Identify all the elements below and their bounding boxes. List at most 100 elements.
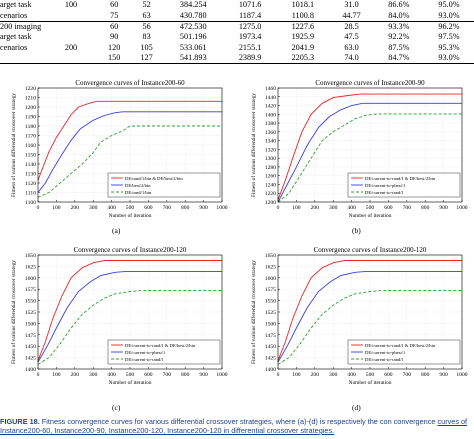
- series-line-1: [277, 270, 462, 363]
- table-cell: 1071.6: [238, 0, 262, 10]
- y-tick-label: 1110: [25, 191, 36, 197]
- y-axis-label: Fitness of various differential crossove…: [250, 260, 257, 364]
- y-tick-label: 1425: [265, 356, 276, 362]
- legend-label: DE/current-to-rand/1: [365, 190, 404, 195]
- y-tick-label: 1170: [25, 134, 36, 140]
- group-label-line: arget task: [0, 32, 32, 42]
- y-tick-label: 1450: [265, 344, 276, 350]
- legend-label: DE/current-to-rand/1 & DE/best/2/bin: [365, 176, 436, 181]
- plot-frame: [37, 87, 223, 203]
- x-tick-label: 100: [52, 205, 61, 211]
- y-tick-label: 1380: [265, 121, 276, 127]
- table-row: cenarios 75 63 430.780 1187.4 1100.8 44.…: [0, 10, 474, 22]
- figure-caption: FIGURE 18. Fitness convergence curves fo…: [0, 417, 474, 435]
- table-cell: 93.3%: [388, 21, 410, 31]
- chart-svg: 0 100 200 300 400 500 600 700 800 900 1000 1400 1425…: [10, 246, 228, 386]
- y-axis-label: Fitness of various differential crossove…: [10, 260, 17, 364]
- chart-svg: 0 100 200 300 400 500 600 700 800 900 1000 1100 1110…: [10, 79, 228, 219]
- x-tick-label: 1000: [216, 205, 227, 211]
- x-axis-label: Number of iteration: [109, 379, 152, 386]
- x-tick-label: 700: [403, 372, 412, 378]
- legend-box: [107, 339, 221, 365]
- table-cell: 127: [130, 52, 163, 65]
- table-row: 200 imaging 60 56 472.530 1275.0 1227.6 …: [0, 21, 474, 32]
- y-tick-label: 1450: [25, 344, 36, 350]
- table-cell: 31.0: [344, 0, 359, 10]
- x-tick-label: 200: [71, 205, 80, 211]
- table-cell: 63: [130, 10, 163, 22]
- table-cell: 93.0%: [423, 10, 474, 22]
- table-cell: 75: [98, 10, 131, 22]
- x-tick-label: 600: [384, 372, 393, 378]
- group-value: 200: [64, 42, 78, 52]
- y-tick-label: 1600: [25, 276, 36, 282]
- table-cell: 97.5%: [438, 32, 460, 42]
- y-tick-label: 1575: [265, 287, 276, 293]
- x-tick-label: 400: [107, 205, 116, 211]
- table-cell: 47.5: [344, 32, 359, 42]
- x-tick-label: 300: [89, 372, 98, 378]
- table-cell: 1100.8: [276, 10, 330, 22]
- x-tick-label: 200: [71, 372, 80, 378]
- table-cell: 472.530: [179, 21, 207, 31]
- series-line-2: [277, 290, 462, 365]
- table-cell: 52: [142, 0, 151, 10]
- x-tick-label: 500: [366, 205, 375, 211]
- x-tick-label: 200: [311, 372, 320, 378]
- y-tick-label: 1550: [25, 299, 36, 305]
- y-tick-label: 1210: [25, 96, 36, 102]
- table-cell: 87.5%: [388, 42, 410, 52]
- y-tick-label: 1650: [265, 253, 276, 259]
- legend-label: DE/current-to-rand/1 & DE/best/2/bin: [365, 343, 436, 348]
- table-cell: 1275.0: [238, 21, 262, 31]
- legend-box: [107, 172, 221, 198]
- plot-frame: [277, 87, 463, 203]
- chart-title: Convergence curves of Instance200-60: [75, 79, 185, 87]
- y-tick-label: 1425: [25, 356, 36, 362]
- y-tick-label: 1475: [25, 333, 36, 339]
- x-tick-label: 1000: [456, 372, 467, 378]
- table-cell: 28.5: [344, 21, 359, 31]
- table-cell: 541.893: [162, 52, 224, 65]
- group-value: [44, 52, 98, 65]
- series-line-0: [37, 100, 222, 181]
- legend-label: DE/best/2/bin: [125, 183, 151, 188]
- group-value: [44, 10, 98, 22]
- table-cell: 1925.9: [291, 32, 315, 42]
- y-tick-label: 1200: [265, 200, 276, 206]
- y-tick-label: 1500: [25, 321, 36, 327]
- group-value: [44, 21, 98, 32]
- y-tick-label: 1320: [265, 147, 276, 153]
- y-axis-label: Fitness of various differential crossove…: [10, 93, 17, 197]
- series-line-0: [37, 260, 222, 361]
- y-tick-label: 1160: [25, 143, 36, 149]
- table-cell: 2205.3: [276, 52, 330, 65]
- table-cell: 1973.4: [238, 32, 262, 42]
- table-cell: 90: [110, 32, 119, 42]
- series-line-0: [277, 260, 462, 361]
- y-tick-label: 1100: [25, 200, 36, 206]
- x-axis-label: Number of iteration: [349, 212, 392, 219]
- y-tick-label: 1550: [265, 299, 276, 305]
- plot-frame: [277, 254, 463, 370]
- y-tick-label: 1190: [25, 115, 36, 121]
- y-tick-label: 1420: [265, 104, 276, 110]
- y-tick-label: 1220: [265, 191, 276, 197]
- convergence-chart-c: 0 100 200 300 400 500 600 700 800 900 1000 1400 1425…: [4, 243, 228, 393]
- x-tick-label: 600: [384, 205, 393, 211]
- caption-label: FIGURE 18.: [0, 417, 40, 426]
- y-tick-label: 1140: [25, 162, 36, 168]
- y-tick-label: 1525: [25, 310, 36, 316]
- x-tick-label: 700: [163, 372, 172, 378]
- series-line-2: [277, 113, 462, 203]
- table-row: arget task 100 60 52 384.254 1071.6 1018…: [0, 0, 474, 11]
- series-line-2: [37, 125, 222, 198]
- x-tick-label: 0: [277, 205, 280, 211]
- legend-label: DE/current-to-rand/1: [125, 357, 164, 362]
- x-tick-label: 100: [52, 372, 61, 378]
- x-tick-label: 800: [421, 372, 430, 378]
- y-tick-label: 1200: [25, 105, 36, 111]
- table-cell: 105: [140, 42, 153, 52]
- table-cell: 430.780: [162, 10, 224, 22]
- table-cell: 84.0%: [373, 10, 424, 22]
